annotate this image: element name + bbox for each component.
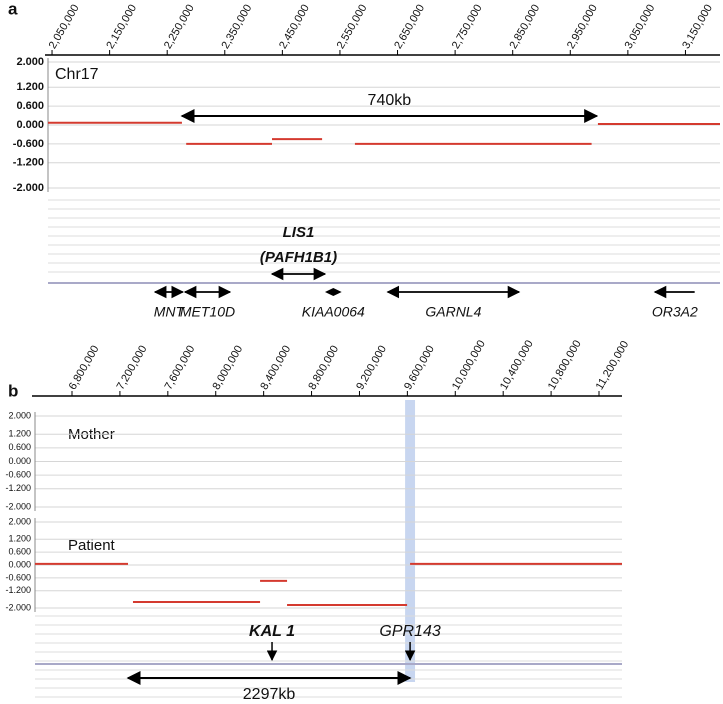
y-tick-label: -1.200 (5, 483, 31, 493)
track-label: Chr17 (55, 66, 99, 83)
gene-label: LIS1 (283, 224, 315, 241)
y-tick-label: 0.000 (16, 119, 44, 131)
x-tick-label: 2,250,000 (162, 3, 197, 51)
y-tick-label: -1.200 (13, 157, 44, 169)
y-tick-label: 0.600 (16, 100, 44, 112)
y-tick-label: 0.000 (8, 456, 31, 466)
x-tick-label: 8,400,000 (258, 344, 293, 392)
x-tick-label: 2,650,000 (392, 3, 427, 51)
y-tick-label: -2.000 (5, 501, 31, 511)
x-tick-label: 9,600,000 (402, 344, 437, 392)
x-tick-label: 9,200,000 (354, 344, 389, 392)
gene-label: (PAFH1B1) (260, 249, 337, 266)
x-tick-label: 2,150,000 (104, 3, 139, 51)
x-tick-label: 2,850,000 (507, 3, 542, 51)
x-tick-label: 2,450,000 (277, 3, 312, 51)
y-tick-label: 1.200 (8, 534, 31, 544)
x-tick-label: 2,950,000 (565, 3, 600, 51)
y-tick-label: 0.000 (8, 559, 31, 569)
panel-label: b (8, 381, 18, 400)
x-tick-label: 2,750,000 (450, 3, 485, 51)
x-tick-label: 8,800,000 (306, 344, 341, 392)
track-label: Patient (68, 537, 116, 554)
gene-label: MNT (154, 304, 186, 320)
gene-label: GARNL4 (425, 304, 481, 320)
y-tick-label: 1.200 (16, 81, 44, 93)
y-tick-label: -0.600 (5, 470, 31, 480)
span-label: 740kb (368, 92, 412, 109)
x-tick-label: 6,800,000 (67, 344, 102, 392)
x-tick-label: 11,200,000 (594, 339, 632, 392)
gene-label: KIAA0064 (302, 304, 365, 320)
x-tick-label: 3,150,000 (680, 3, 715, 51)
y-tick-label: 0.600 (8, 546, 31, 556)
x-tick-label: 10,400,000 (498, 338, 536, 392)
gene-mark (324, 288, 342, 296)
point-label: GPR143 (379, 623, 440, 640)
point-label: KAL 1 (249, 623, 295, 640)
y-tick-label: 2.000 (8, 410, 31, 420)
y-tick-label: 1.200 (8, 429, 31, 439)
x-tick-label: 3,050,000 (623, 3, 658, 51)
x-tick-label: 7,600,000 (163, 344, 198, 392)
y-tick-label: 2.000 (16, 56, 44, 68)
x-tick-label: 10,000,000 (450, 338, 488, 392)
y-tick-label: -0.600 (5, 572, 31, 582)
y-tick-label: -2.000 (5, 602, 31, 612)
panel-label: a (8, 0, 18, 18)
span-label: 2297kb (243, 686, 296, 703)
x-tick-label: 10,800,000 (546, 338, 584, 392)
y-tick-label: 2.000 (8, 516, 31, 526)
y-tick-label: 0.600 (8, 442, 31, 452)
gene-label: OR3A2 (652, 304, 698, 320)
highlight-band (405, 400, 416, 682)
x-tick-label: 2,050,000 (47, 3, 82, 51)
y-tick-label: -0.600 (13, 138, 44, 150)
x-tick-label: 2,550,000 (335, 3, 370, 51)
x-tick-label: 7,200,000 (115, 344, 150, 392)
y-tick-label: -1.200 (5, 585, 31, 595)
x-tick-label: 8,000,000 (210, 344, 245, 392)
gene-label: MET10D (180, 304, 235, 320)
y-tick-label: -2.000 (13, 182, 44, 194)
x-tick-label: 2,350,000 (220, 3, 255, 51)
